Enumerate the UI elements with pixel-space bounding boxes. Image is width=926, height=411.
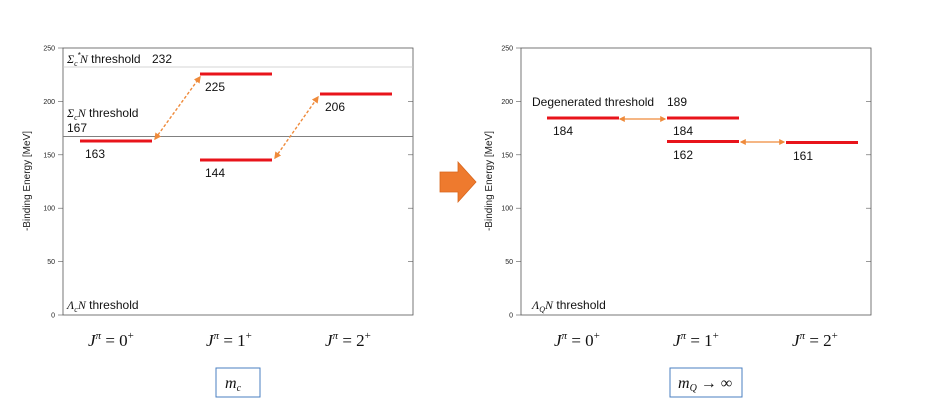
left-caption-box (215, 367, 261, 398)
right-caption-box (669, 367, 743, 398)
left-sigma-star-threshold-label: Σc*N threshold (66, 51, 141, 68)
right-level-label-184-a: 184 (553, 124, 573, 138)
left-jp-label-1plus: Jπ = 1+ (206, 330, 252, 350)
right-level-label-184-b: 184 (673, 124, 693, 138)
right-jp-label-0plus: Jπ = 0+ (554, 330, 600, 350)
left-plot-frame (62, 47, 414, 316)
right-caption-mq-infinity: mQ → ∞ (678, 375, 732, 394)
right-ytick-200: 200 (501, 99, 513, 106)
right-ytick-100: 100 (501, 206, 513, 213)
right-degenerated-threshold-value: 189 (667, 95, 687, 109)
left-level-label-206: 206 (325, 100, 345, 114)
left-mixing-arrow-1plus-2plus (274, 95, 319, 160)
right-ytick-50: 50 (505, 259, 513, 266)
right-ytick-0: 0 (509, 313, 513, 320)
right-lambda-threshold-label: ΛQN threshold (531, 298, 606, 314)
right-y-axis-label: -Binding Energy [MeV] (484, 131, 495, 231)
left-level-label-163: 163 (85, 147, 105, 161)
left-sigma-threshold-value: 167 (67, 121, 87, 135)
left-y-ticks: 0 50 100 150 200 250 (43, 46, 413, 320)
right-level-label-162: 162 (673, 148, 693, 162)
right-jp-label-2plus: Jπ = 2+ (792, 330, 838, 350)
left-y-axis-label: -Binding Energy [MeV] (22, 131, 33, 231)
left-mixing-arrow-0plus-1plus (154, 75, 201, 141)
left-jp-label-2plus: Jπ = 2+ (325, 330, 371, 350)
left-ytick-200: 200 (43, 99, 55, 106)
left-sigma-star-threshold-value: 232 (152, 52, 172, 66)
left-sigma-threshold-label: ΣcN threshold (66, 106, 138, 122)
left-panel: 0 50 100 150 200 250 -Binding Energy [Me… (22, 46, 414, 398)
right-degenerated-threshold-label: Degenerated threshold (532, 95, 654, 109)
right-jp-label-1plus: Jπ = 1+ (673, 330, 719, 350)
right-level-label-161: 161 (793, 149, 813, 163)
left-lambda-threshold-label: ΛcN threshold (66, 298, 139, 314)
left-ytick-250: 250 (43, 46, 55, 53)
left-ytick-0: 0 (51, 313, 55, 320)
right-block-arrow-icon (439, 160, 477, 204)
left-ytick-100: 100 (43, 206, 55, 213)
left-ytick-150: 150 (43, 152, 55, 159)
left-level-label-144: 144 (205, 166, 225, 180)
left-level-label-225: 225 (205, 80, 225, 94)
left-ytick-50: 50 (47, 259, 55, 266)
left-jp-label-0plus: Jπ = 0+ (88, 330, 134, 350)
right-plot-frame (520, 47, 872, 316)
right-ytick-150: 150 (501, 152, 513, 159)
right-panel: 0 50 100 150 200 250 -Binding Energy [Me… (484, 46, 872, 398)
right-ytick-250: 250 (501, 46, 513, 53)
right-y-ticks: 0 50 100 150 200 250 (501, 46, 871, 320)
